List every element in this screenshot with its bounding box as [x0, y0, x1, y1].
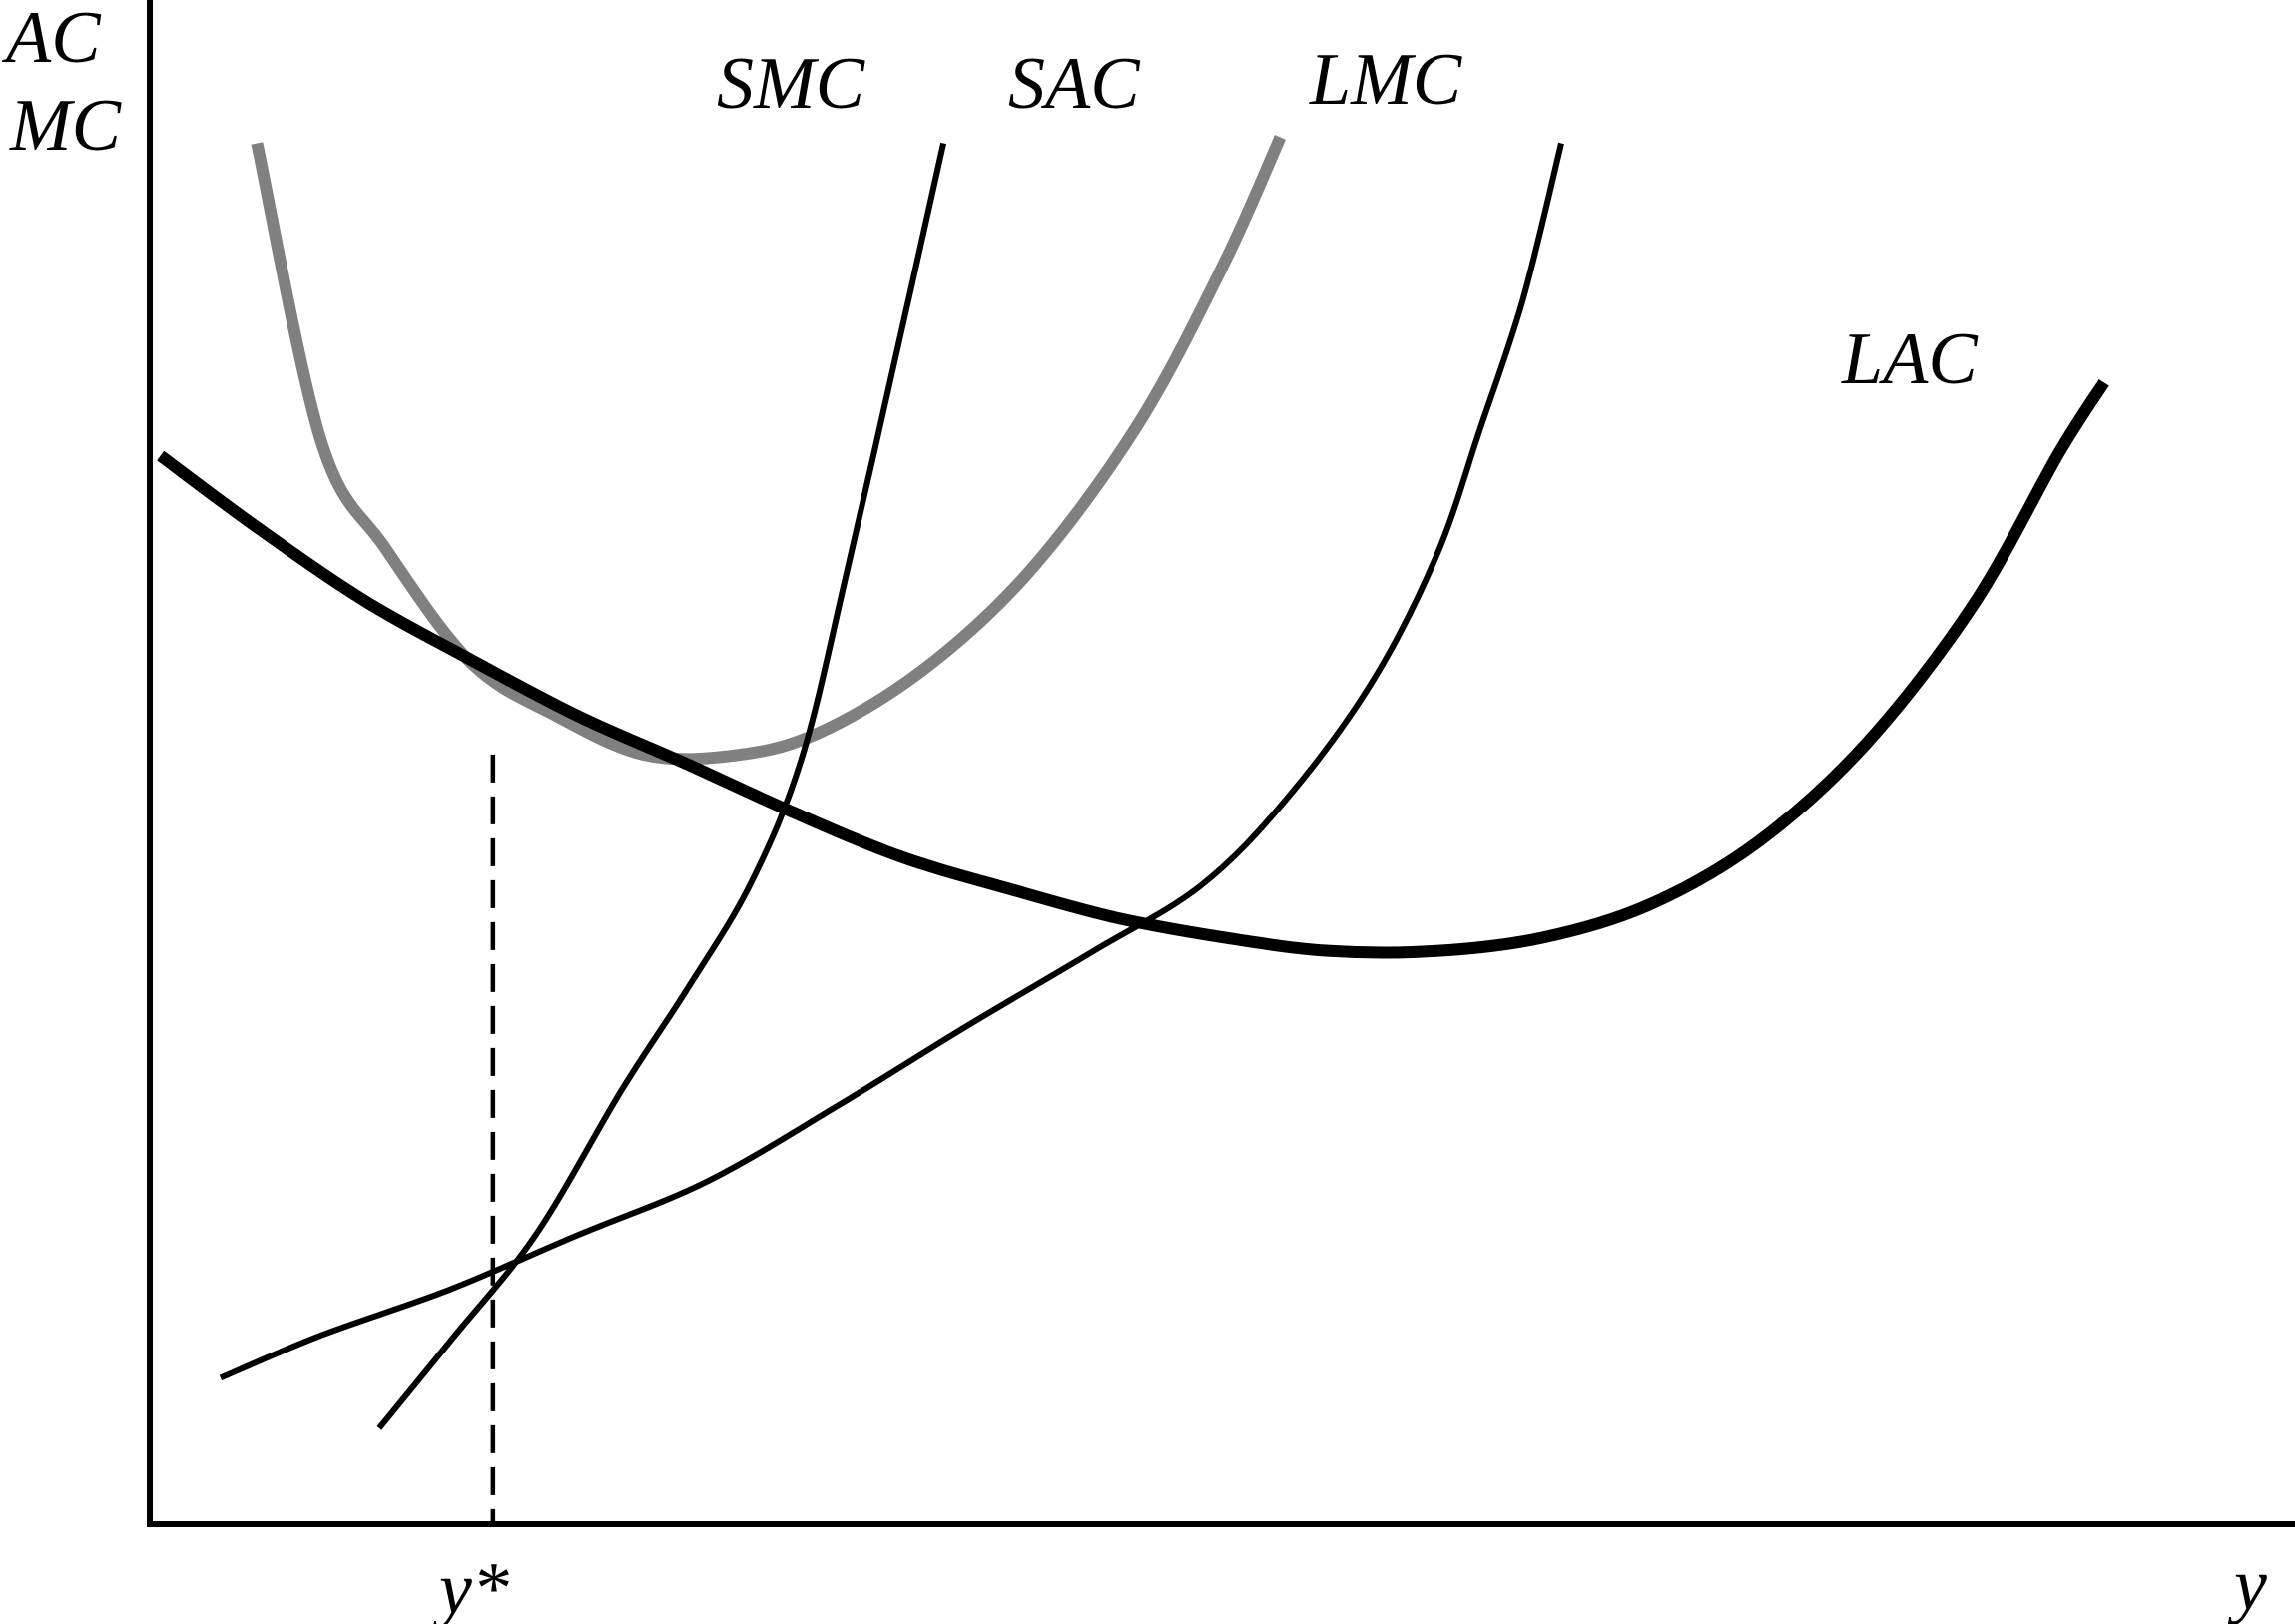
smc-curve-label: SMC [717, 43, 866, 125]
x-axis-label: y [2227, 1544, 2267, 1624]
smc-curve [376, 142, 947, 1430]
y-axis-label-mc: MC [9, 85, 123, 167]
lmc-curve [219, 142, 1564, 1381]
lac-curve-label: LAC [1841, 318, 1979, 400]
y-axis-label-ac: AC [1, 0, 102, 79]
sac-curve-label: SAC [1008, 43, 1141, 125]
lac-curve [157, 379, 2109, 959]
lmc-curve-label: LMC [1309, 39, 1463, 121]
sac-curve [251, 134, 1286, 766]
axes [147, 0, 2295, 1527]
x-tick-label-y-star: y* [432, 1548, 509, 1624]
curves-layer [157, 134, 2109, 1430]
